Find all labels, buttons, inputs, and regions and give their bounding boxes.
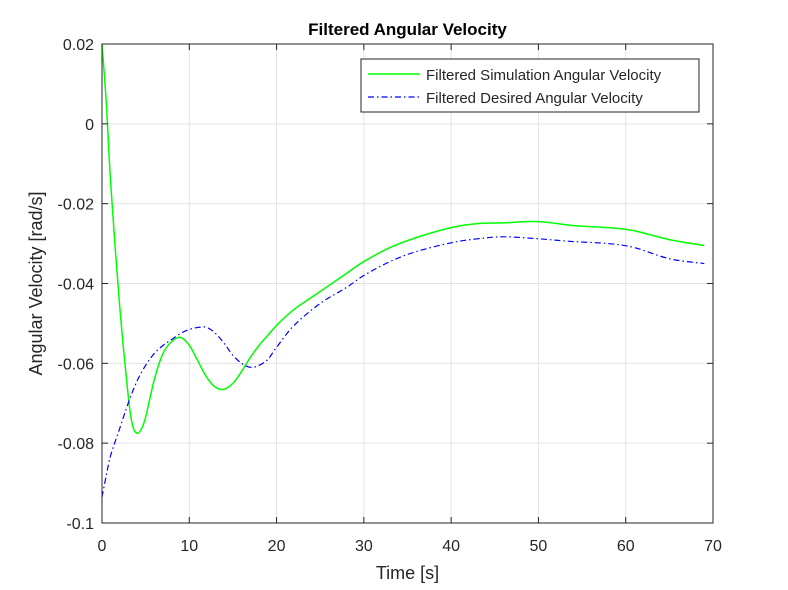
legend-label-desired: Filtered Desired Angular Velocity bbox=[426, 90, 643, 107]
x-tick-label: 40 bbox=[442, 538, 460, 555]
y-tick-label: -0.1 bbox=[66, 516, 94, 533]
y-tick-label: -0.02 bbox=[58, 197, 95, 214]
data-series bbox=[101, 43, 705, 498]
series-line-1 bbox=[101, 236, 705, 498]
legend-label-simulation: Filtered Simulation Angular Velocity bbox=[426, 67, 662, 84]
y-tick-label: -0.06 bbox=[58, 356, 95, 373]
x-tick-label: 50 bbox=[530, 538, 548, 555]
grid-lines bbox=[102, 44, 713, 523]
chart-title: Filtered Angular Velocity bbox=[308, 20, 507, 39]
legend-box bbox=[360, 58, 700, 113]
x-tick-label: 70 bbox=[704, 538, 722, 555]
x-axis-label: Time [s] bbox=[376, 563, 439, 583]
y-tick-label: -0.04 bbox=[58, 277, 95, 294]
axis-ticks: 0 10 20 30 40 50 60 70 0.02 0 -0.02 -0.04 -0.06 -0.08… bbox=[58, 37, 722, 555]
x-tick-label: 60 bbox=[617, 538, 635, 555]
x-tick-label: 0 bbox=[98, 538, 107, 555]
y-tick-label: 0.02 bbox=[63, 37, 94, 54]
x-tick-label: 20 bbox=[268, 538, 286, 555]
y-tick-label: -0.08 bbox=[58, 436, 95, 453]
y-tick-label: 0 bbox=[85, 117, 94, 134]
series-line-0 bbox=[101, 43, 705, 435]
legend: Filtered Simulation Angular Velocity Fil… bbox=[360, 58, 700, 113]
y-axis-label: Angular Velocity [rad/s] bbox=[26, 191, 46, 375]
x-tick-label: 10 bbox=[180, 538, 198, 555]
x-tick-label: 30 bbox=[355, 538, 373, 555]
